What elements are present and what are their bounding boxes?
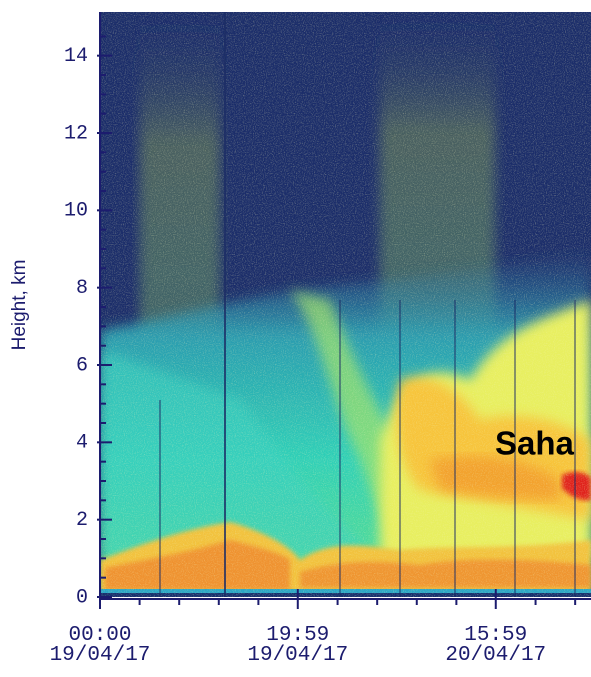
y-tick-label: 8 [76,277,88,300]
x-tick-label: 19:59 19/04/17 [247,624,349,667]
x-tick-label: 00:00 19/04/17 [49,624,151,667]
x-tick-label: 15:59 20/04/17 [445,624,547,667]
y-tick-label: 12 [64,122,88,145]
y-tick-label: 2 [76,509,88,532]
backscatter-field [100,12,591,597]
y-tick-label: 4 [76,432,88,455]
annotation: Saha [495,425,575,462]
y-tick-label: 6 [76,354,88,377]
y-tick-label: 10 [64,200,88,223]
y-tick-label: 0 [76,586,88,609]
y-tick-label: 14 [64,45,88,68]
y-axis-label: Height, km [9,260,30,351]
